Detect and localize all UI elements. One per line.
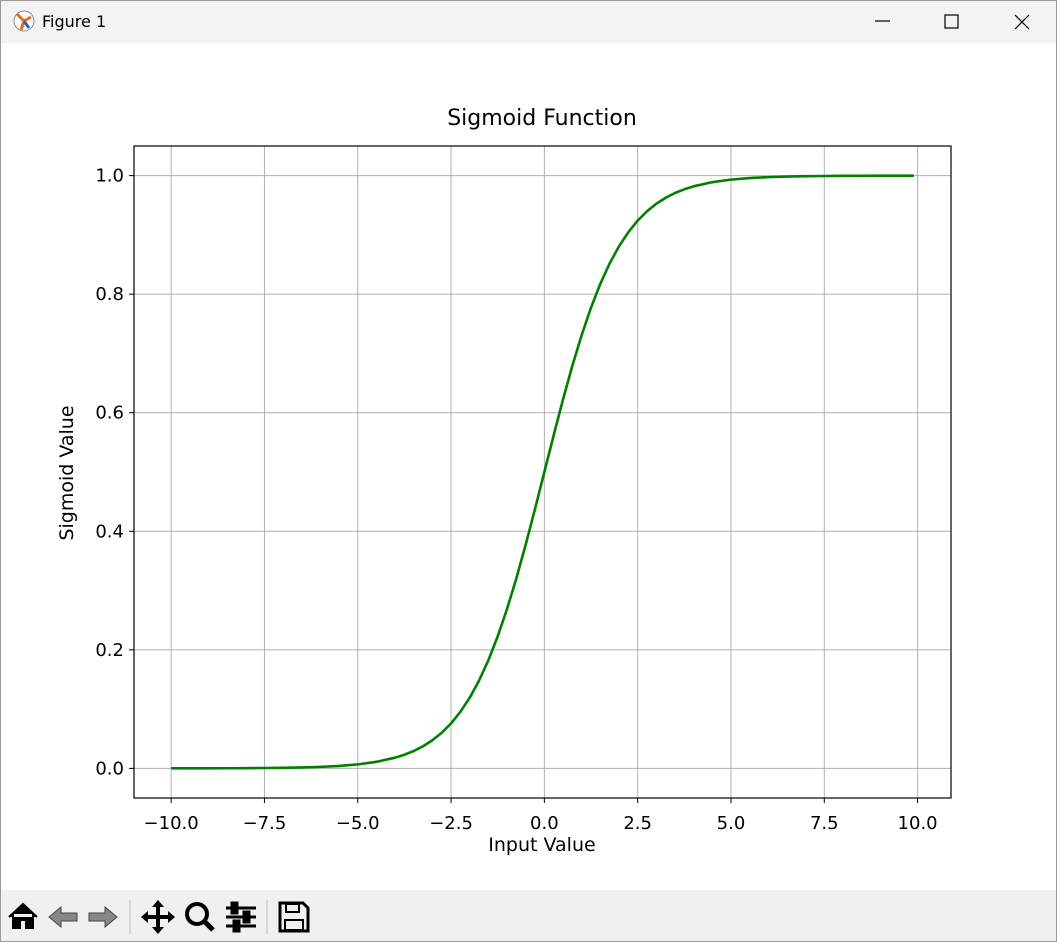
configure-button[interactable] <box>226 901 256 933</box>
maximize-button[interactable] <box>944 14 959 29</box>
y-tick-label: 0.2 <box>95 640 124 661</box>
back-button[interactable] <box>48 905 78 929</box>
x-tick-label: 5.0 <box>717 813 746 834</box>
save-button[interactable] <box>278 901 310 933</box>
y-tick-label: 0.4 <box>95 521 124 542</box>
chart-title: Sigmoid Function <box>447 106 637 131</box>
x-tick-label: 0.0 <box>530 813 559 834</box>
home-button[interactable] <box>8 902 38 929</box>
x-tick-label: −10.0 <box>144 813 199 834</box>
x-tick-label: 10.0 <box>898 813 938 834</box>
window-title: Figure 1 <box>42 12 107 31</box>
y-tick-label: 0.0 <box>95 758 124 779</box>
chart: Sigmoid Function Input Value Sigmoid Val… <box>56 106 952 856</box>
x-axis-label: Input Value <box>488 834 595 856</box>
toolbar-icons <box>8 900 310 934</box>
x-tick-label: −2.5 <box>429 813 473 834</box>
x-tick-label: −7.5 <box>243 813 287 834</box>
y-tick-label: 0.8 <box>95 284 124 305</box>
app-icon <box>13 10 35 32</box>
forward-button[interactable] <box>88 905 118 929</box>
x-tick-label: 2.5 <box>623 813 652 834</box>
x-tick-label: −5.0 <box>336 813 380 834</box>
toolbar <box>1 890 1056 941</box>
line <box>171 174 914 770</box>
close-button[interactable] <box>1014 14 1030 30</box>
title-bar-icons <box>13 10 1030 32</box>
axes-frame <box>133 145 952 799</box>
zoom-button[interactable] <box>185 902 215 932</box>
y-tick-label: 0.6 <box>95 403 124 424</box>
title-bar: Figure 1 <box>1 1 1056 43</box>
x-tick-label: 7.5 <box>810 813 839 834</box>
y-axis-label: Sigmoid Value <box>56 405 78 540</box>
y-tick-label: 1.0 <box>95 166 124 187</box>
pan-button[interactable] <box>141 900 175 934</box>
